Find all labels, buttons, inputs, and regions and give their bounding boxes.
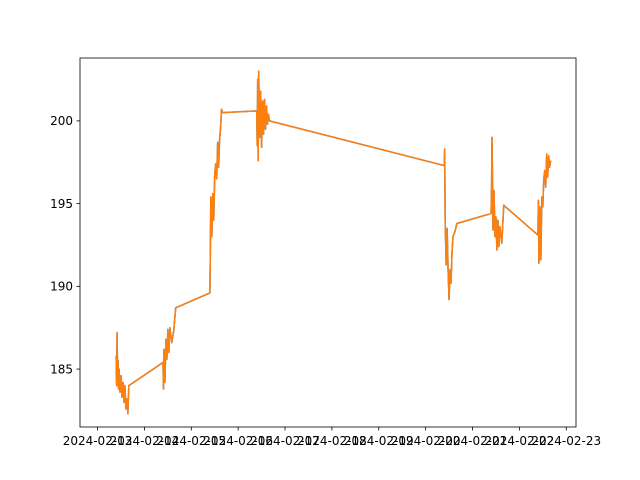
x-tick-label: 2024-02-18 — [297, 434, 367, 448]
y-tick-label: 185 — [50, 362, 73, 376]
x-tick-label: 2024-02-21 — [438, 434, 508, 448]
x-tick-label: 2024-02-14 — [110, 434, 180, 448]
x-tick-label: 2024-02-17 — [250, 434, 320, 448]
x-tick-label: 2024-02-15 — [156, 434, 226, 448]
x-tick-label: 2024-02-23 — [531, 434, 601, 448]
x-axis: 2024-02-132024-02-142024-02-152024-02-16… — [63, 427, 601, 448]
x-tick-label: 2024-02-13 — [63, 434, 133, 448]
y-tick-label: 190 — [50, 280, 73, 294]
x-tick-label: 2024-02-19 — [344, 434, 414, 448]
series-line-2 — [115, 70, 552, 415]
x-tick-label: 2024-02-20 — [391, 434, 461, 448]
x-tick-label: 2024-02-16 — [203, 434, 273, 448]
plot-frame — [79, 57, 577, 428]
series-layer — [115, 70, 552, 415]
y-tick-label: 200 — [50, 114, 73, 128]
x-tick-label: 2024-02-22 — [484, 434, 554, 448]
y-axis: 185 190 195 200 — [50, 114, 80, 376]
y-tick-label: 195 — [50, 197, 73, 211]
